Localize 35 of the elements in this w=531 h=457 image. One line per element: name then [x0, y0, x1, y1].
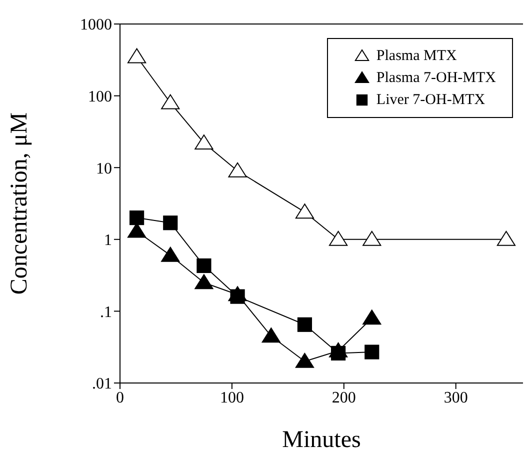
legend-label: Liver 7-OH-MTX — [376, 91, 486, 110]
y-tick-label: 1 — [104, 232, 112, 250]
point — [295, 352, 314, 368]
point — [328, 342, 348, 358]
x-tick-label: 200 — [332, 389, 356, 406]
point — [161, 94, 180, 110]
point — [194, 274, 214, 290]
y-tick-label: .1 — [100, 304, 112, 321]
point — [362, 230, 382, 246]
x-tick-label: 100 — [220, 389, 244, 406]
x-tick-label: 300 — [444, 389, 468, 406]
point — [196, 258, 212, 274]
y-tick-label: 1000 — [80, 16, 112, 34]
point — [228, 162, 247, 178]
legend-label: Plasma 7-OH-MTX — [376, 69, 496, 88]
point — [161, 246, 180, 262]
point — [163, 216, 178, 230]
point — [129, 210, 144, 226]
point — [297, 317, 312, 332]
y-axis-title: Concentration, μM — [6, 112, 33, 295]
point — [228, 286, 247, 302]
point — [364, 344, 380, 360]
point — [127, 48, 146, 64]
y-tick-label: 100 — [88, 88, 112, 106]
y-tick-label: 10 — [96, 160, 112, 178]
point — [262, 328, 280, 343]
legend-label: Plasma MTX — [376, 47, 457, 66]
x-axis-title: Minutes — [282, 427, 361, 453]
point — [362, 310, 382, 325]
point — [496, 230, 516, 246]
x-tick-label: 0 — [116, 389, 124, 406]
point — [328, 230, 348, 246]
y-tick-label: .01 — [92, 376, 112, 393]
point — [194, 134, 214, 150]
point — [295, 204, 314, 219]
